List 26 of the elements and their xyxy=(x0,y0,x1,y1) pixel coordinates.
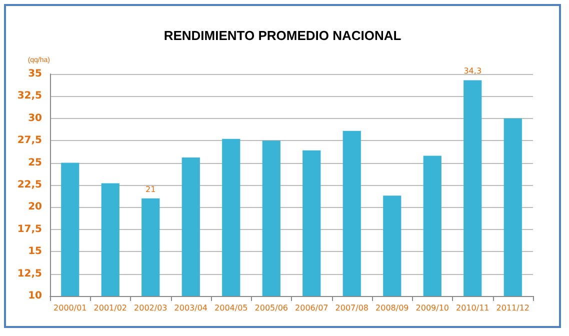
x-tick-label: 2005/06 xyxy=(254,304,288,312)
y-tick-label: 32,5 xyxy=(17,90,42,102)
y-tick-label: 27,5 xyxy=(17,135,42,146)
x-tick-label: 2011/12 xyxy=(496,304,530,312)
y-tick-label: 10 xyxy=(28,290,42,302)
chart-title: RENDIMIENTO PROMEDIO NACIONAL xyxy=(164,28,402,43)
y-tick-label: 20 xyxy=(28,202,42,213)
x-tick-label: 2008/09 xyxy=(376,304,409,312)
x-tick-label: 2000/01 xyxy=(54,304,87,312)
data-label: 21 xyxy=(146,184,156,194)
y-tick-label: 15 xyxy=(28,246,42,258)
y-tick-label: 22,5 xyxy=(17,180,42,190)
x-tick-label: 2009/10 xyxy=(416,304,449,312)
x-tick-label: 2007/08 xyxy=(335,304,368,312)
data-label: 34,3 xyxy=(464,66,482,76)
y-tick-label: 30 xyxy=(28,112,42,124)
y-tick-label: 35 xyxy=(28,68,42,80)
x-tick-label: 2001/02 xyxy=(94,304,127,312)
y-tick-label: 25 xyxy=(28,157,42,168)
x-tick-label: 2002/03 xyxy=(134,304,168,312)
x-tick-label: 2004/05 xyxy=(214,304,248,312)
x-tick-label: 2003/04 xyxy=(174,304,208,312)
x-tick-label: 2006/07 xyxy=(295,304,328,312)
y-tick-label: 17,5 xyxy=(17,224,42,235)
x-tick-label: 2010/11 xyxy=(456,304,490,312)
y-tick-label: 12,5 xyxy=(17,268,42,280)
